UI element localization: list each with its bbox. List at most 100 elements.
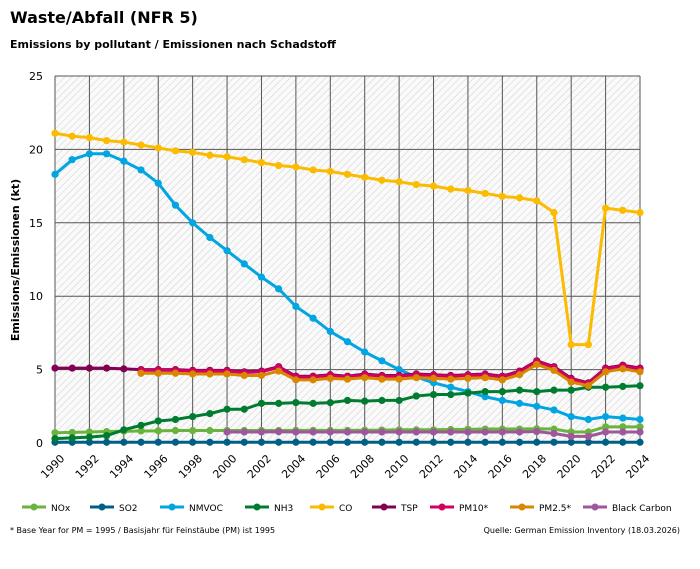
data-point-pm2-5- [619,365,627,373]
data-point-pm2-5- [137,369,145,377]
data-point-co [515,194,524,202]
data-point-black-carbon [361,428,369,436]
data-point-nh3 [498,388,506,396]
data-point-nh3 [68,434,76,442]
data-point-black-carbon [601,428,610,436]
data-point-nmvoc [515,399,524,407]
source-note: Quelle: German Emission Inventory (18.03… [483,526,680,535]
data-point-black-carbon [619,428,627,436]
data-point-nmvoc [154,179,162,187]
y-tick-label: 25 [29,70,43,83]
x-tick-label: 2000 [210,452,239,481]
data-point-nmvoc [395,366,403,374]
data-point-black-carbon [464,428,472,436]
data-point-nh3 [343,396,352,405]
y-axis-label: Emissions/Emissionen (kt) [9,179,22,341]
data-point-nmvoc [601,412,610,421]
x-tick-label: 2002 [245,452,274,481]
data-point-tsp [85,364,94,372]
data-point-black-carbon [378,428,386,436]
y-tick-label: 5 [36,364,43,377]
y-tick-label: 10 [29,290,43,303]
legend-label-nmvoc: NMVOC [189,504,223,514]
data-point-nh3 [240,405,248,413]
data-point-co [240,156,248,164]
data-point-so2 [171,438,180,446]
legend-marker-co [318,503,326,511]
data-point-nox [85,428,94,436]
x-tick-label: 2012 [417,452,446,481]
data-point-black-carbon [429,428,438,436]
data-point-co [206,151,214,159]
legend-marker-black-carbon [591,503,599,511]
legend-marker-pm2-5- [518,503,526,511]
legend-label-co: CO [339,504,352,514]
data-point-co [584,341,592,349]
data-point-so2 [206,438,214,446]
data-point-co [601,204,610,212]
data-point-pm2-5- [154,369,162,377]
data-point-co [447,185,455,193]
footnote: * Base Year for PM = 1995 / Basisjahr fü… [10,526,276,535]
data-point-pm2-5- [447,375,455,383]
data-point-tsp [120,365,128,373]
data-point-nmvoc [619,414,627,422]
data-point-nh3 [378,396,386,405]
data-point-nmvoc [567,412,575,421]
x-tick-label: 1994 [107,452,136,481]
data-point-so2 [481,438,489,446]
x-tick-label: 2010 [382,452,411,481]
data-point-co [223,153,231,161]
data-point-pm2-5- [223,370,231,378]
data-point-pm2-5- [412,374,420,382]
legend-marker-nox [30,503,38,511]
data-point-pm2-5- [515,371,524,379]
data-point-nmvoc [361,348,369,356]
data-point-nmvoc [326,327,334,336]
data-point-pm2-5- [584,382,592,390]
data-point-co [68,132,76,140]
data-point-nh3 [206,410,214,418]
data-point-so2 [395,438,403,446]
x-tick-label: 2006 [314,452,343,481]
data-point-tsp [68,364,76,372]
data-point-tsp [51,364,59,372]
data-point-pm2-5- [189,370,197,378]
data-point-so2 [326,438,334,446]
data-point-black-carbon [240,428,248,436]
data-point-pm2-5- [481,374,489,382]
data-point-pm2-5- [498,376,506,384]
data-point-nox [601,423,610,431]
x-tick-label: 2018 [520,452,549,481]
data-point-black-carbon [223,428,231,436]
data-point-co [533,197,541,205]
data-point-pm2-5- [206,370,214,378]
data-point-nox [619,423,627,431]
data-point-nmvoc [68,156,76,164]
data-point-so2 [85,438,94,446]
data-point-nh3 [120,426,128,434]
data-point-co [137,141,145,149]
data-point-nox [68,428,76,437]
legend-marker-nmvoc [168,503,176,511]
chart-subtitle: Emissions by pollutant / Emissionen nach… [10,38,336,51]
data-point-co [326,167,334,176]
x-tick-label: 2008 [348,452,377,481]
data-point-so2 [515,438,524,446]
data-point-nh3 [257,399,266,407]
data-point-pm2-5- [550,366,558,374]
data-point-pm2-5- [429,374,438,383]
data-point-black-carbon [309,428,317,436]
data-point-nh3 [515,386,524,394]
data-point-nh3 [51,434,59,443]
data-point-nmvoc [257,273,266,281]
data-point-co [292,163,300,171]
data-point-nmvoc [550,406,558,414]
data-point-so2 [275,438,283,446]
data-point-nh3 [447,390,455,399]
data-point-so2 [636,438,644,446]
legend-marker-nh3 [253,503,261,511]
data-point-black-carbon [447,428,455,436]
data-point-pm2-5- [292,376,300,384]
